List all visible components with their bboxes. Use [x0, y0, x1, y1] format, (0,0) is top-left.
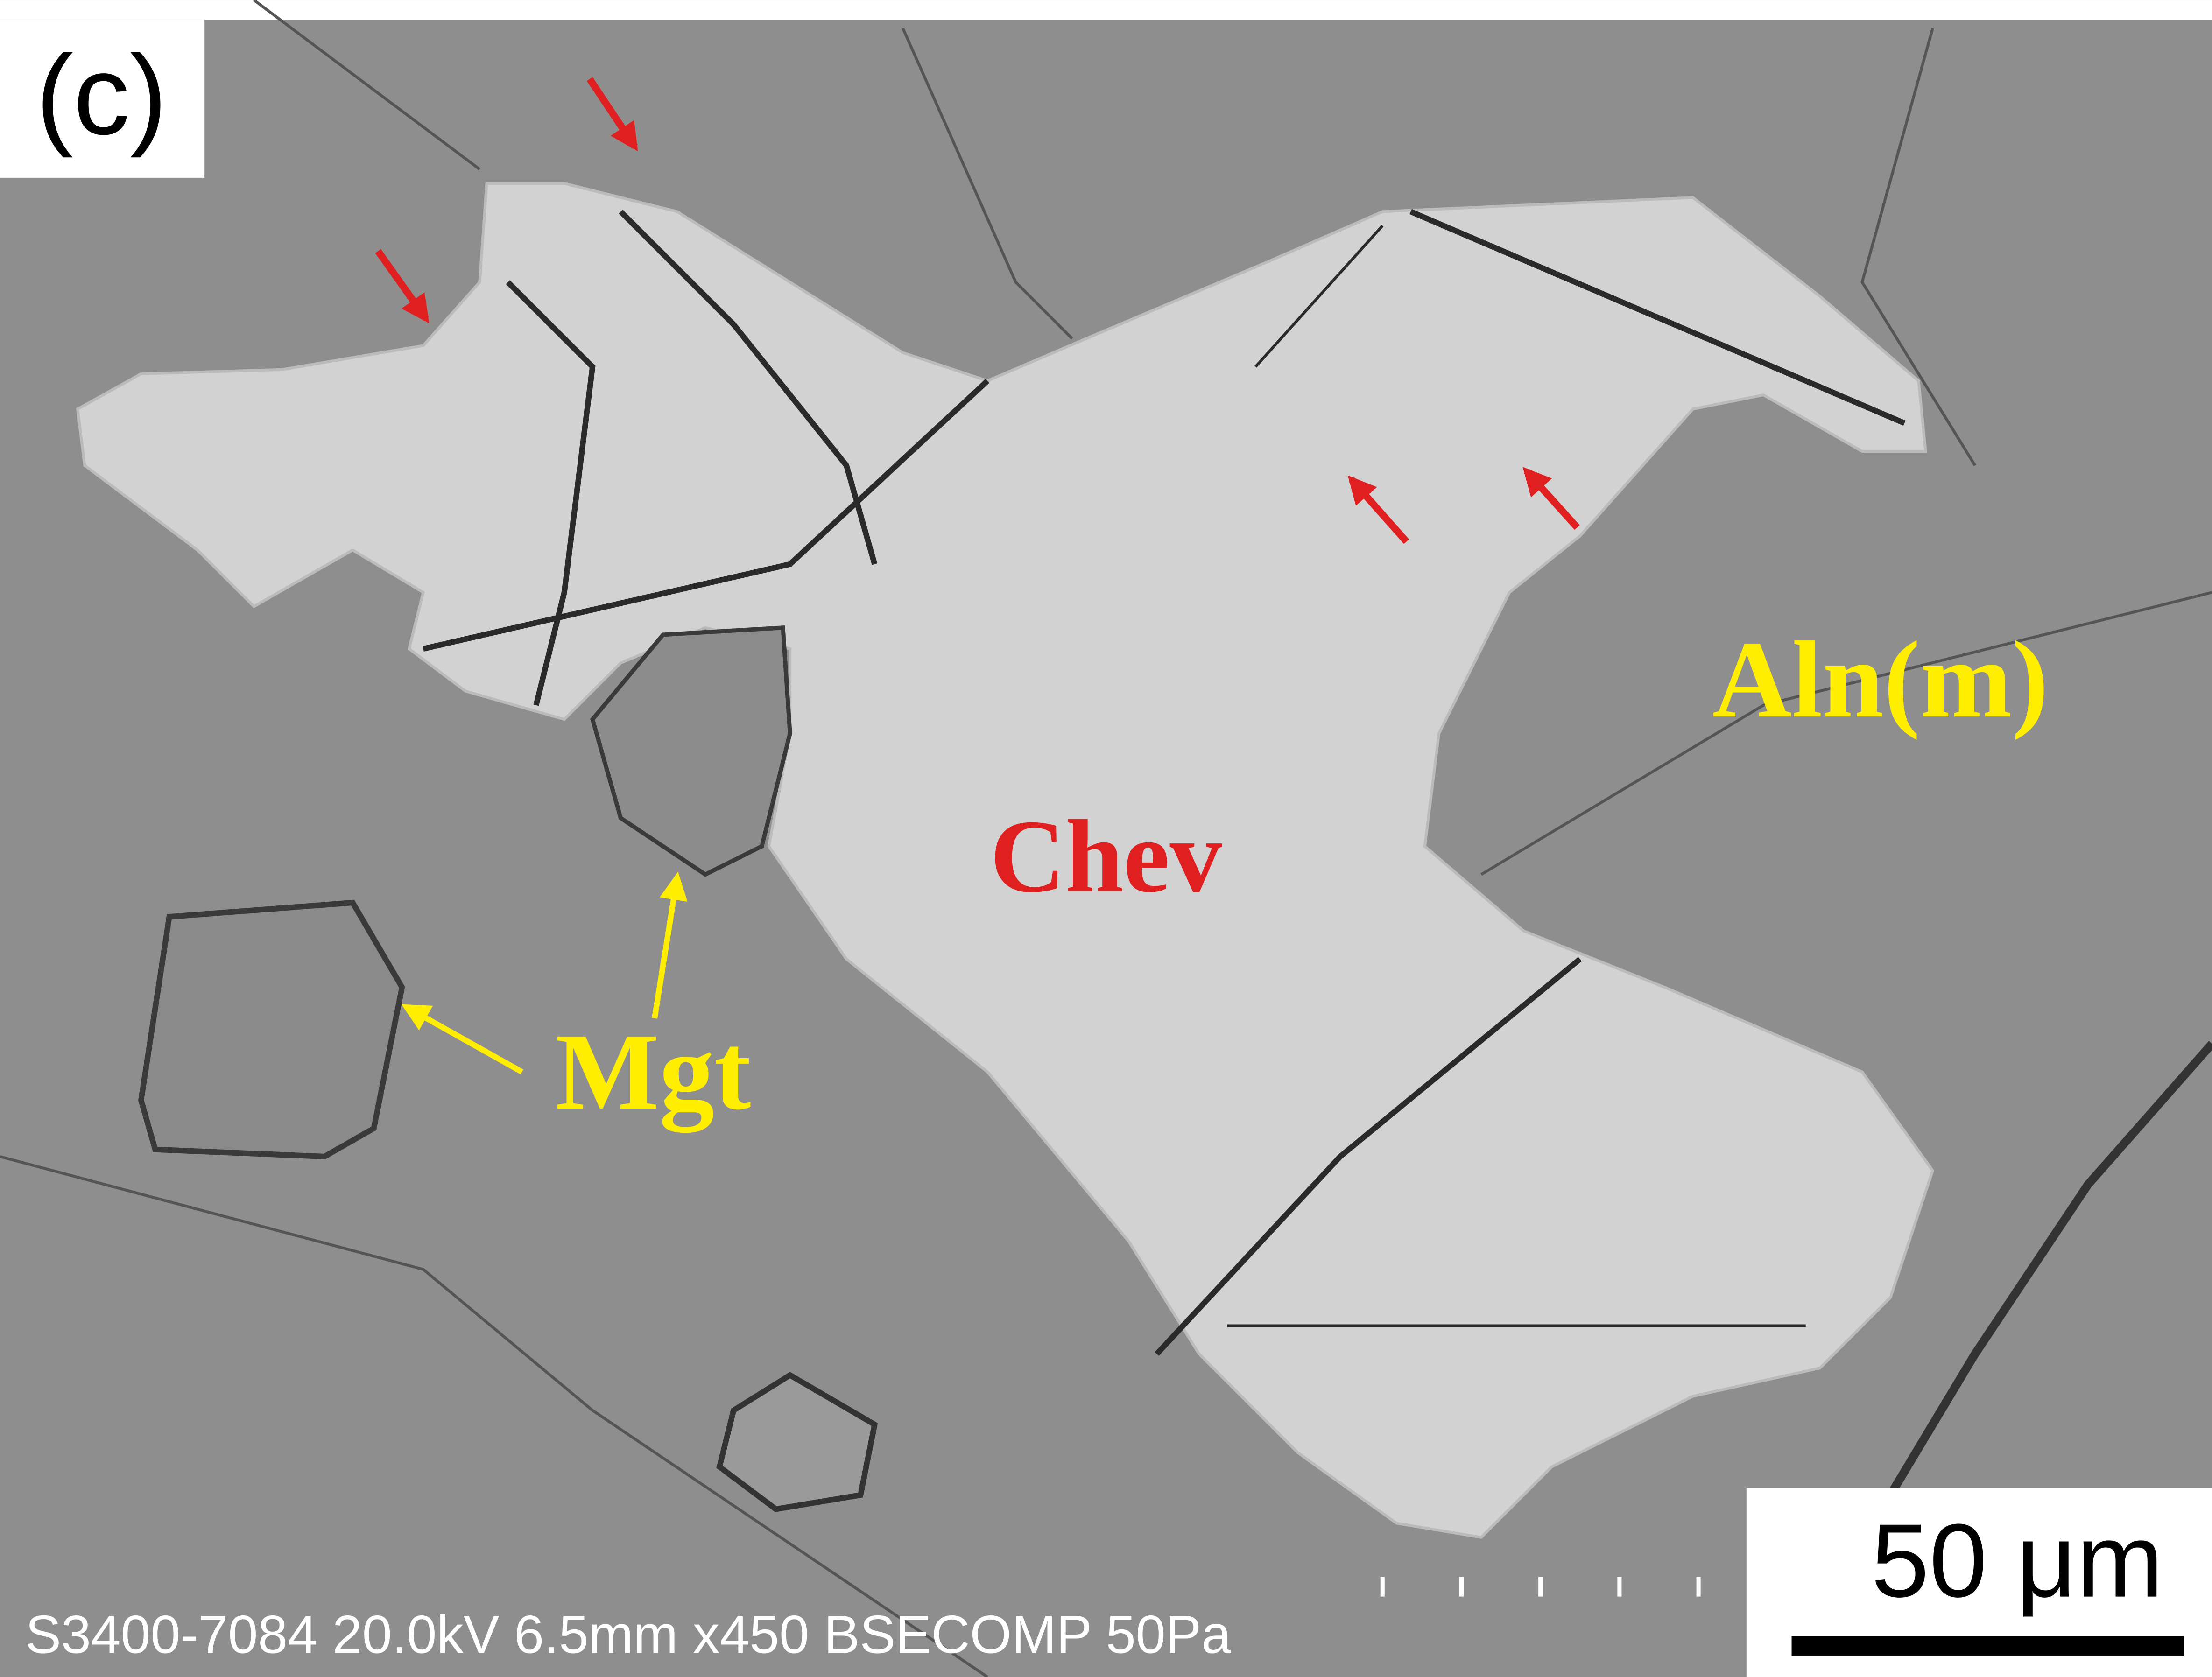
page: (c) Aln(m) Chev Mgt S3400-7084 20.0kV 6.… [0, 0, 2212, 1677]
scale-label: 50 μm [1871, 1503, 2163, 1619]
scale-bar [1792, 1636, 2184, 1656]
footer: S3400-7084 20.0kV 6.5mm x450 BSECOMP 50P… [25, 1605, 1231, 1665]
panel-label: (c) [36, 32, 168, 158]
top-border [0, 0, 2212, 20]
chev-label: Chev [990, 799, 1222, 914]
magnetite [141, 903, 402, 1157]
sem-image: (c) Aln(m) Chev Mgt S3400-7084 20.0kV 6.… [0, 0, 2212, 1677]
aln-label: Aln(m) [1712, 618, 2049, 740]
mgt-label: Mgt [556, 1010, 751, 1133]
